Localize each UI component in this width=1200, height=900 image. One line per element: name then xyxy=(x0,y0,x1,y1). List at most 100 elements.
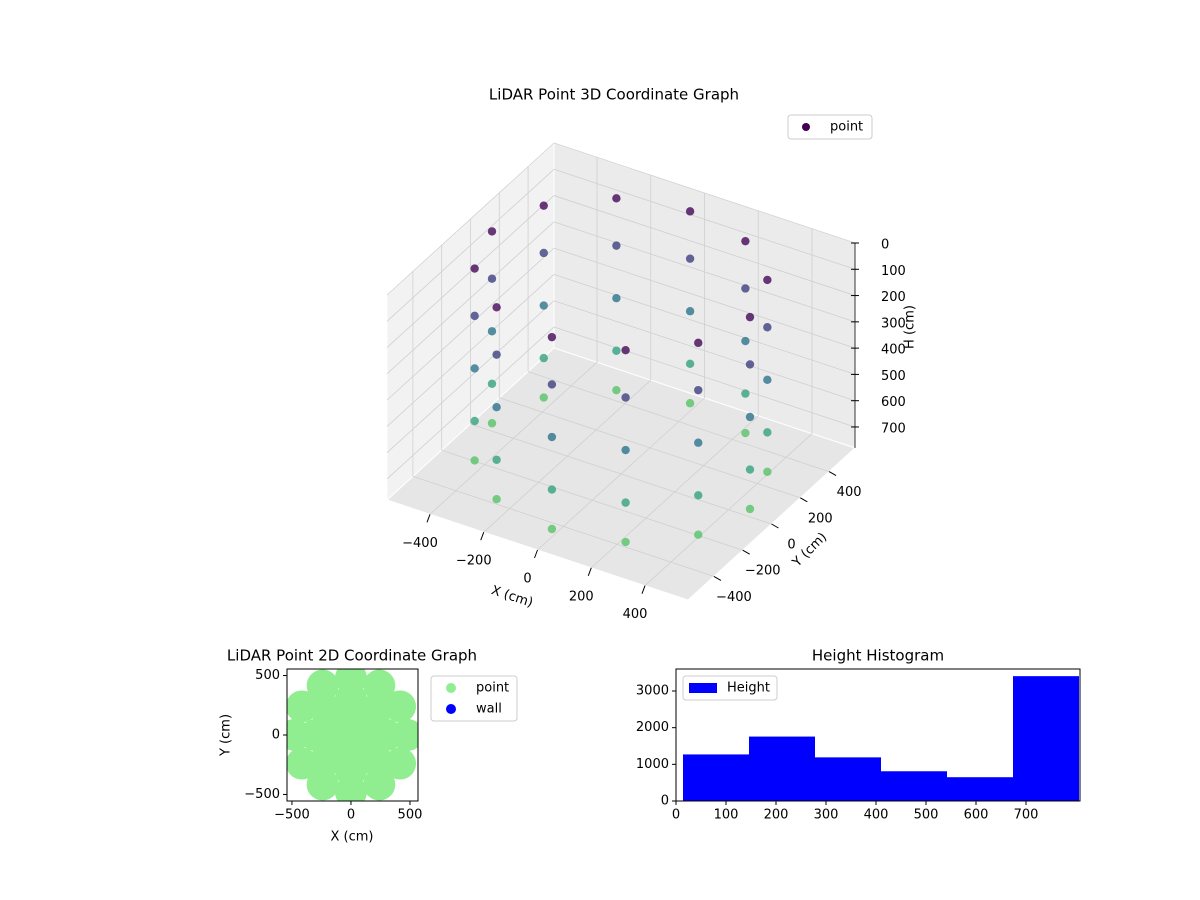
point xyxy=(492,455,501,464)
axes-frame xyxy=(675,668,1081,802)
legend-marker xyxy=(446,704,456,714)
point xyxy=(621,537,630,547)
z-tick-label: 600 xyxy=(881,395,906,410)
z-tick-label: 500 xyxy=(881,369,906,384)
grid-line xyxy=(553,142,856,244)
point xyxy=(612,385,621,395)
point xyxy=(745,312,755,322)
x-tick-label: 200 xyxy=(764,808,789,823)
grid-line xyxy=(553,247,856,349)
bar xyxy=(1013,676,1079,801)
point xyxy=(539,201,548,210)
point xyxy=(694,491,703,500)
point xyxy=(287,747,318,780)
y-tick-label: 0 xyxy=(661,794,669,809)
x-axis-label: X (cm) xyxy=(489,583,535,611)
legend-marker xyxy=(446,683,456,693)
y-tick-label: −200 xyxy=(745,564,781,579)
point xyxy=(621,445,630,455)
point xyxy=(685,254,695,263)
point xyxy=(287,690,318,723)
legend-marker xyxy=(802,123,810,131)
x-tick-label: 500 xyxy=(914,808,939,823)
x-tick-label: 500 xyxy=(398,808,423,823)
y-tick-label: −500 xyxy=(244,787,280,802)
z-tick-label: 100 xyxy=(881,264,906,279)
tick-mark xyxy=(742,549,750,555)
point xyxy=(745,412,755,422)
x-axis-label: X (cm) xyxy=(331,830,374,845)
point xyxy=(309,744,342,777)
legend-marker xyxy=(689,683,717,693)
point xyxy=(612,194,621,203)
point xyxy=(745,360,755,369)
tick-mark xyxy=(587,567,592,577)
grid-line xyxy=(386,168,555,322)
point xyxy=(745,504,755,514)
chart-title: LiDAR Point 3D Coordinate Graph xyxy=(489,86,739,104)
point xyxy=(384,690,417,723)
grid-line xyxy=(386,274,555,427)
x-tick-label: 100 xyxy=(714,808,739,823)
y-axis-label: Y (cm) xyxy=(219,714,234,757)
x-tick-label: 400 xyxy=(623,607,648,622)
point xyxy=(359,744,392,777)
point xyxy=(470,264,479,273)
point xyxy=(470,456,479,465)
legend-box xyxy=(682,675,778,701)
point xyxy=(359,693,392,726)
tick-mark xyxy=(828,471,837,477)
grid-line xyxy=(386,326,555,480)
grid-line xyxy=(386,247,555,401)
point xyxy=(334,719,367,751)
tick-mark xyxy=(713,575,722,581)
x-tick-label: 700 xyxy=(1014,808,1039,823)
tick-mark xyxy=(426,514,431,523)
legend-label: point xyxy=(830,120,863,135)
grid-line xyxy=(386,300,555,453)
grid-line xyxy=(386,142,555,296)
chart-title: LiDAR Point 2D Coordinate Graph xyxy=(227,647,477,665)
point xyxy=(612,293,621,303)
point xyxy=(363,669,396,702)
tick-mark xyxy=(771,523,779,529)
grid-line xyxy=(553,195,856,296)
point xyxy=(685,207,695,216)
chart-title: Height Histogram xyxy=(812,647,944,665)
point xyxy=(694,385,703,395)
bar xyxy=(881,771,947,801)
point xyxy=(492,403,501,412)
grid-line xyxy=(527,371,830,472)
y-tick-label: −400 xyxy=(716,590,752,605)
grid-line xyxy=(553,168,856,270)
x-tick-label: 0 xyxy=(347,808,355,823)
x-tick-label: 300 xyxy=(814,808,839,823)
z-tick-label: 0 xyxy=(881,238,889,253)
point xyxy=(487,327,497,336)
x-tick-label: 400 xyxy=(864,808,889,823)
point xyxy=(763,467,772,477)
point xyxy=(745,465,755,474)
y-tick-label: 500 xyxy=(255,668,280,683)
point xyxy=(741,389,750,398)
point xyxy=(621,393,630,402)
point xyxy=(685,359,695,368)
grid-line xyxy=(553,300,856,402)
point xyxy=(763,375,772,385)
point xyxy=(384,747,417,780)
y-tick-label: 1000 xyxy=(636,757,669,772)
legend-label: wall xyxy=(476,702,502,717)
tick-mark xyxy=(641,585,646,594)
point xyxy=(621,498,630,507)
bar xyxy=(683,754,749,801)
x-tick-label: 200 xyxy=(569,589,594,604)
plot-area xyxy=(287,669,418,801)
y-tick-label: 400 xyxy=(837,485,862,500)
point xyxy=(487,419,497,428)
point xyxy=(547,485,557,494)
x-tick-label: −400 xyxy=(402,536,438,551)
legend-box xyxy=(787,114,873,140)
y-tick-label: 0 xyxy=(272,728,280,743)
y-tick-label: 0 xyxy=(787,538,795,553)
